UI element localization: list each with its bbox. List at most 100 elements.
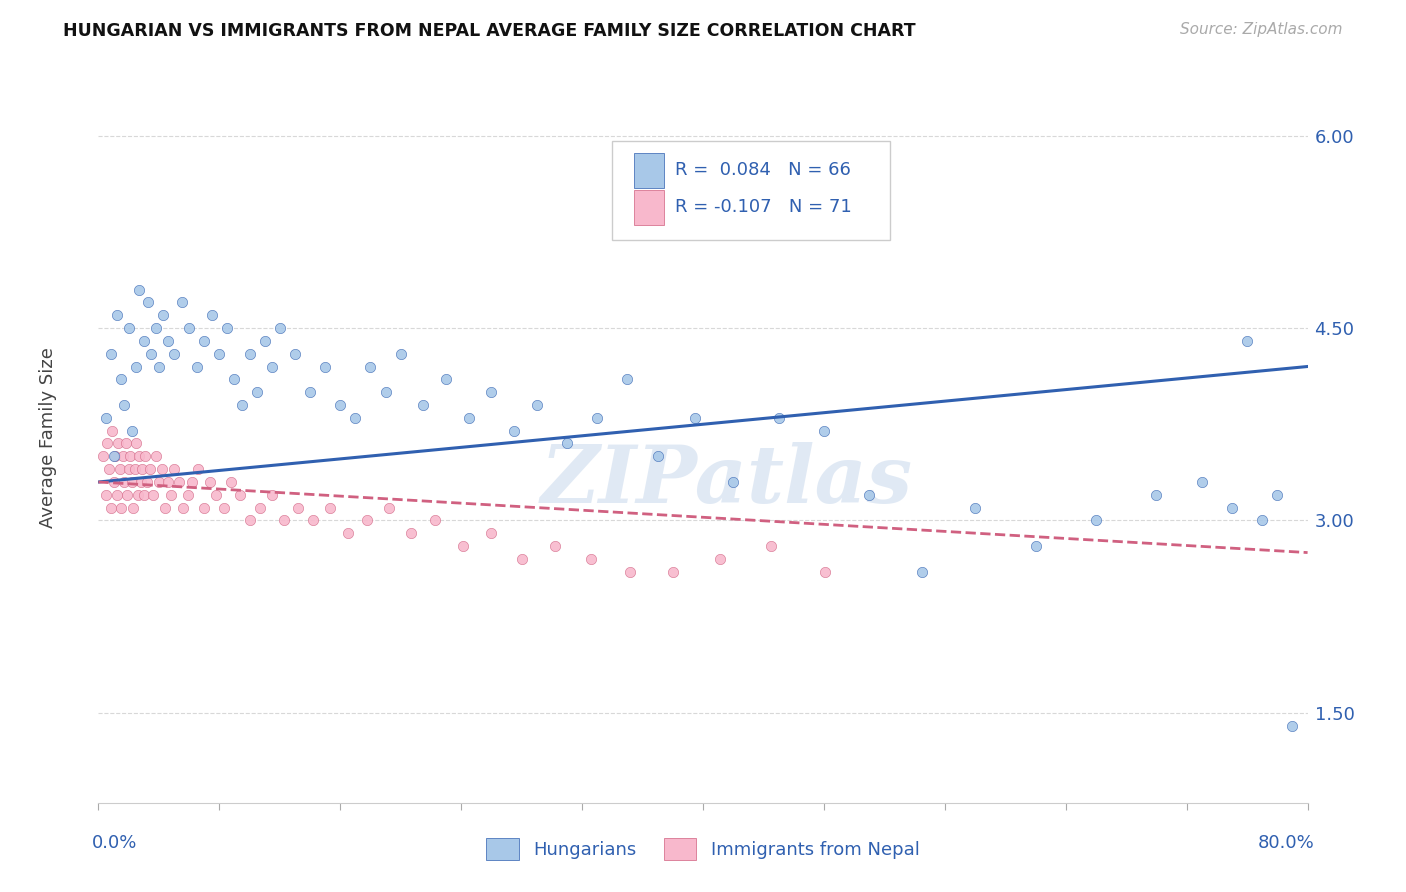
Point	[208, 346, 231, 360]
Point	[179, 321, 201, 335]
Point	[128, 283, 150, 297]
Point	[1251, 514, 1274, 528]
Text: HUNGARIAN VS IMMIGRANTS FROM NEPAL AVERAGE FAMILY SIZE CORRELATION CHART: HUNGARIAN VS IMMIGRANTS FROM NEPAL AVERA…	[63, 22, 915, 40]
Point	[163, 462, 186, 476]
Point	[127, 488, 149, 502]
Point	[156, 334, 179, 348]
Point	[965, 500, 987, 515]
Point	[124, 462, 146, 476]
Point	[360, 359, 382, 374]
Point	[814, 565, 837, 579]
Point	[1220, 500, 1243, 515]
Point	[181, 475, 204, 489]
Point	[125, 436, 148, 450]
Point	[193, 334, 215, 348]
Point	[100, 500, 122, 515]
Point	[101, 424, 124, 438]
Point	[457, 410, 479, 425]
Point	[1267, 488, 1289, 502]
Text: R =  0.084   N = 66: R = 0.084 N = 66	[675, 161, 851, 179]
Point	[94, 488, 117, 502]
Point	[125, 359, 148, 374]
Point	[451, 539, 474, 553]
Point	[111, 450, 134, 464]
Point	[329, 398, 352, 412]
Point	[299, 385, 322, 400]
Point	[118, 321, 141, 335]
Point	[911, 565, 934, 579]
Point	[269, 321, 291, 335]
Point	[201, 308, 224, 322]
Point	[170, 295, 193, 310]
Point	[112, 398, 135, 412]
Legend: Hungarians, Immigrants from Nepal: Hungarians, Immigrants from Nepal	[479, 830, 927, 867]
Point	[112, 475, 135, 489]
Point	[356, 514, 378, 528]
Point	[1236, 334, 1258, 348]
Point	[148, 475, 170, 489]
Point	[813, 424, 835, 438]
Point	[150, 462, 173, 476]
Text: R = -0.107   N = 71: R = -0.107 N = 71	[675, 198, 852, 216]
Point	[156, 475, 179, 489]
Point	[579, 552, 602, 566]
Point	[526, 398, 548, 412]
Point	[148, 359, 170, 374]
Point	[186, 359, 208, 374]
Point	[412, 398, 434, 412]
Point	[647, 450, 669, 464]
Point	[239, 514, 262, 528]
Point	[114, 436, 136, 450]
Point	[262, 488, 284, 502]
Point	[1191, 475, 1213, 489]
Point	[336, 526, 359, 541]
Point	[128, 450, 150, 464]
Point	[141, 346, 163, 360]
Point	[759, 539, 782, 553]
Point	[105, 308, 128, 322]
Point	[253, 334, 276, 348]
Point	[122, 500, 145, 515]
Point	[107, 436, 129, 450]
Point	[121, 424, 143, 438]
Point	[187, 462, 209, 476]
Bar	[634, 190, 664, 225]
Point	[153, 500, 176, 515]
Point	[318, 500, 340, 515]
Bar	[634, 153, 664, 188]
Point	[661, 565, 683, 579]
Point	[142, 488, 165, 502]
Point	[96, 436, 118, 450]
Point	[212, 500, 235, 515]
Point	[98, 462, 121, 476]
Point	[249, 500, 271, 515]
Point	[344, 410, 367, 425]
Point	[401, 526, 423, 541]
Point	[136, 295, 159, 310]
Point	[105, 488, 128, 502]
Point	[103, 475, 125, 489]
Point	[91, 450, 114, 464]
Point	[172, 500, 194, 515]
Point	[152, 308, 174, 322]
Point	[103, 450, 125, 464]
Point	[1085, 514, 1108, 528]
Point	[314, 359, 336, 374]
Point	[1024, 539, 1046, 553]
Text: Source: ZipAtlas.com: Source: ZipAtlas.com	[1180, 22, 1343, 37]
Point	[145, 450, 167, 464]
Point	[434, 372, 457, 386]
Text: Average Family Size: Average Family Size	[38, 347, 56, 527]
Point	[1281, 719, 1303, 733]
Point	[163, 346, 186, 360]
Point	[215, 321, 238, 335]
Point	[110, 500, 132, 515]
Point	[135, 475, 157, 489]
Point	[374, 385, 396, 400]
Point	[131, 462, 153, 476]
Point	[425, 514, 447, 528]
Point	[858, 488, 880, 502]
Point	[120, 450, 142, 464]
Point	[586, 410, 609, 425]
Point	[193, 500, 215, 515]
